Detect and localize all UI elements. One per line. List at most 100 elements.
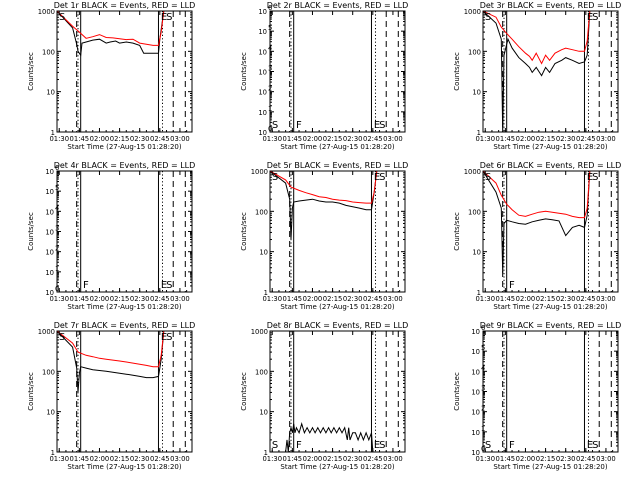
y-tick-label: 1000: [251, 328, 268, 336]
y-tick-label-exponent: 0: [268, 125, 272, 133]
y-tick-label: 10: [471, 429, 480, 437]
x-tick-label: 02:30: [343, 295, 363, 303]
x-axis-label: Start Time (27-Aug-15 01:28:20): [67, 463, 181, 471]
x-tick-label: 01:45: [283, 295, 303, 303]
marker-e: E: [161, 280, 167, 291]
trace-group: [483, 11, 591, 132]
x-tick-label: 02:45: [576, 135, 596, 143]
x-axis-label: Start Time (27-Aug-15 01:28:20): [493, 303, 607, 311]
trace-group: [483, 171, 591, 273]
x-axis-label: Start Time (27-Aug-15 01:28:20): [280, 463, 394, 471]
x-tick-label: 01:30: [262, 455, 282, 463]
x-tick-label: 02:45: [150, 455, 170, 463]
x-tick-label: 02:30: [130, 455, 150, 463]
x-tick-label: 03:00: [170, 295, 190, 303]
panel-8r: Det 8r BLACK = Events, RED = LLD 1 10 100 10…: [240, 321, 408, 471]
y-tick-label: 10: [258, 89, 267, 97]
y-tick-label-exponent: 6: [481, 324, 485, 332]
x-tick-label: 01:30: [475, 295, 495, 303]
x-tick-label: 02:30: [556, 135, 576, 143]
y-tick-label: 10: [471, 449, 480, 457]
y-tick-label-exponent: 6: [55, 164, 59, 172]
x-tick-label: 01:45: [496, 135, 516, 143]
x-tick-label: 02:15: [110, 135, 130, 143]
x-tick-label: 03:00: [170, 455, 190, 463]
y-tick-label: 1: [264, 449, 268, 457]
x-tick-label: 02:15: [323, 455, 343, 463]
series-events-line: [270, 171, 378, 240]
x-tick-label: 02:15: [536, 455, 556, 463]
panel-title: Det 2r BLACK = Events, RED = LLD: [267, 1, 409, 10]
y-tick-label: 1: [477, 129, 481, 137]
y-tick-label: 1000: [251, 168, 268, 176]
x-tick-label: 02:00: [516, 135, 536, 143]
plot-frame: [56, 10, 193, 133]
y-tick-label: 10: [471, 328, 480, 336]
x-tick-label: 02:30: [343, 455, 363, 463]
y-tick-label-exponent: 5: [55, 184, 59, 192]
marker-f: F: [296, 440, 302, 451]
panel-title: Det 1r BLACK = Events, RED = LLD: [54, 1, 196, 10]
marker-e: E: [587, 440, 593, 451]
y-tick-label: 100: [42, 368, 55, 376]
y-tick-label-exponent: 2: [55, 245, 59, 253]
plot-frame: [269, 330, 406, 453]
y-tick-label: 10: [258, 69, 267, 77]
x-tick-label: 02:00: [303, 135, 323, 143]
plot-frame: [56, 170, 193, 293]
series-lld-line: [57, 11, 165, 46]
series-lld-line: [483, 171, 591, 219]
y-tick-label-exponent: 4: [268, 44, 272, 52]
y-tick-label-exponent: 5: [481, 344, 485, 352]
panel-6r: Det 6r BLACK = Events, RED = LLD 1 10 100 10…: [453, 161, 621, 311]
y-tick-label: 10: [259, 409, 268, 417]
y-tick-label-exponent: 2: [268, 85, 272, 93]
x-tick-label: 02:45: [363, 135, 383, 143]
x-tick-label: 02:00: [516, 455, 536, 463]
y-tick-label: 1000: [38, 328, 55, 336]
panel-title: Det 5r BLACK = Events, RED = LLD: [267, 161, 409, 170]
x-tick-label: 02:45: [363, 295, 383, 303]
x-tick-label: 03:00: [383, 135, 403, 143]
y-tick-label: 10: [45, 289, 54, 297]
x-tick-label: 02:00: [303, 295, 323, 303]
plot-frame: [56, 330, 193, 453]
x-tick-label: 02:45: [150, 135, 170, 143]
y-tick-label: 10: [258, 109, 267, 117]
trace-group: [285, 422, 374, 452]
y-tick-label-exponent: 3: [481, 385, 485, 393]
marker-e: E: [587, 172, 593, 183]
x-tick-label: 03:00: [596, 295, 616, 303]
y-tick-label: 10: [471, 348, 480, 356]
marker-s: S: [166, 12, 172, 23]
x-tick-label: 02:30: [130, 295, 150, 303]
y-axis-label: Counts/sec: [453, 52, 461, 91]
x-tick-label: 02:00: [303, 455, 323, 463]
panel-5r: Det 5r BLACK = Events, RED = LLD 1 10 100 10…: [240, 161, 408, 311]
y-tick-label: 10: [472, 89, 481, 97]
y-axis-label: Counts/sec: [240, 212, 248, 251]
x-axis-label: Start Time (27-Aug-15 01:28:20): [493, 463, 607, 471]
marker-e: E: [587, 12, 593, 23]
x-tick-label: 02:45: [363, 455, 383, 463]
x-tick-label: 02:45: [576, 455, 596, 463]
x-tick-label: 01:45: [70, 455, 90, 463]
y-tick-label: 10: [46, 409, 55, 417]
x-tick-label: 02:00: [516, 295, 536, 303]
y-tick-label: 1: [51, 129, 55, 137]
x-tick-label: 02:00: [90, 455, 110, 463]
y-axis-label: Counts/sec: [453, 372, 461, 411]
y-tick-label: 1000: [464, 168, 481, 176]
x-tick-label: 02:15: [110, 455, 130, 463]
panel-title: Det 6r BLACK = Events, RED = LLD: [480, 161, 622, 170]
y-tick-label: 1: [51, 449, 55, 457]
panel-title: Det 7r BLACK = Events, RED = LLD: [54, 321, 196, 330]
x-tick-label: 02:45: [150, 295, 170, 303]
x-tick-label: 01:30: [262, 135, 282, 143]
x-tick-label: 02:15: [536, 135, 556, 143]
x-tick-label: 01:30: [49, 295, 69, 303]
y-tick-label-exponent: 6: [268, 4, 272, 12]
